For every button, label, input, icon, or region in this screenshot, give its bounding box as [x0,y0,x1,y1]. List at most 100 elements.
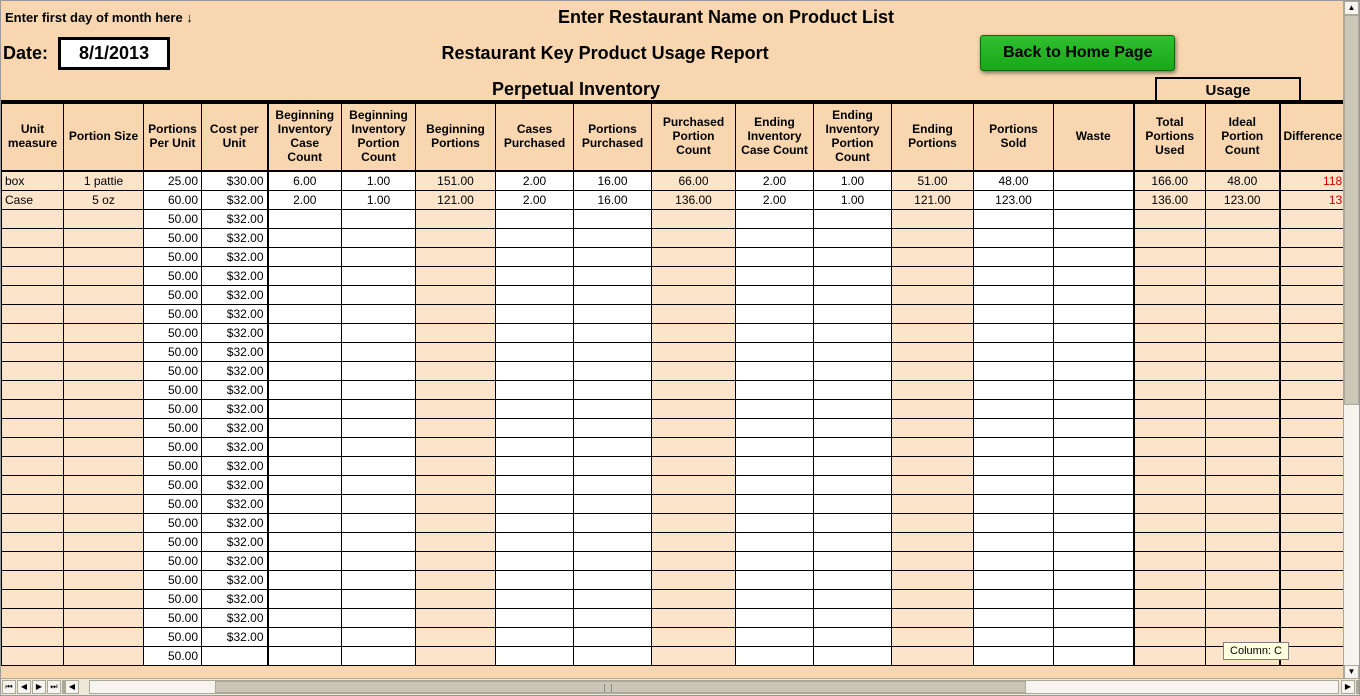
cell-end_inv_case[interactable]: 2.00 [736,171,814,190]
cell-difference[interactable] [1280,437,1346,456]
cell-portions_sold[interactable] [974,361,1054,380]
cell-end_inv_portion[interactable] [814,418,892,437]
cell-portions_per_unit[interactable]: 50.00 [144,418,202,437]
cell-unit_measure[interactable]: Case [2,190,64,209]
cell-unit_measure[interactable] [2,494,64,513]
cell-beg_portions[interactable] [416,285,496,304]
cell-beg_inv_case[interactable]: 6.00 [268,171,342,190]
cell-cases_purchased[interactable] [496,437,574,456]
cell-total_portions_used[interactable] [1134,494,1206,513]
cell-unit_measure[interactable] [2,380,64,399]
cell-cost_per_unit[interactable]: $32.00 [202,304,268,323]
cell-cost_per_unit[interactable]: $32.00 [202,608,268,627]
cell-unit_measure[interactable] [2,456,64,475]
cell-unit_measure[interactable] [2,532,64,551]
cell-beg_portions[interactable] [416,475,496,494]
cell-total_portions_used[interactable] [1134,589,1206,608]
vertical-scrollbar[interactable]: ▲ ▼ [1343,1,1359,678]
cell-portion_size[interactable] [64,380,144,399]
cell-beg_inv_portion[interactable] [342,532,416,551]
table-row[interactable]: 50.00$32.00 [2,627,1346,646]
cell-ideal_portion_count[interactable] [1206,342,1280,361]
cell-end_inv_portion[interactable]: 1.00 [814,171,892,190]
cell-beg_portions[interactable] [416,494,496,513]
cell-end_inv_portion[interactable] [814,551,892,570]
cell-beg_inv_portion[interactable] [342,437,416,456]
hscroll-thumb[interactable] [215,681,1026,693]
cell-ideal_portion_count[interactable] [1206,475,1280,494]
cell-end_inv_portion[interactable] [814,247,892,266]
cell-beg_inv_case[interactable] [268,304,342,323]
cell-portions_per_unit[interactable]: 50.00 [144,456,202,475]
cell-purch_portion_count[interactable] [652,399,736,418]
cell-ideal_portion_count[interactable] [1206,285,1280,304]
cell-portions_sold[interactable]: 123.00 [974,190,1054,209]
cell-beg_inv_portion[interactable] [342,304,416,323]
col-header-portions_per_unit[interactable]: Portions Per Unit [144,103,202,171]
cell-purch_portion_count[interactable] [652,228,736,247]
cell-portions_purchased[interactable] [574,228,652,247]
cell-purch_portion_count[interactable] [652,418,736,437]
cell-portions_purchased[interactable] [574,513,652,532]
hscroll-right-button[interactable]: ▶ [1341,680,1355,694]
cell-portion_size[interactable] [64,304,144,323]
cell-beg_inv_portion[interactable] [342,209,416,228]
sheet-nav-last[interactable]: ⏭ [47,680,61,694]
cell-cost_per_unit[interactable]: $32.00 [202,570,268,589]
cell-total_portions_used[interactable] [1134,247,1206,266]
cell-portions_sold[interactable] [974,570,1054,589]
col-header-portion_size[interactable]: Portion Size [64,103,144,171]
table-row[interactable]: box1 pattie25.00$30.006.001.00151.002.00… [2,171,1346,190]
cell-purch_portion_count[interactable] [652,475,736,494]
grid-scroll[interactable]: Unit measurePortion SizePortions Per Uni… [1,102,1359,666]
cell-cost_per_unit[interactable]: $32.00 [202,342,268,361]
cell-portion_size[interactable] [64,513,144,532]
cell-waste[interactable] [1054,494,1134,513]
cell-portion_size[interactable] [64,532,144,551]
cell-unit_measure[interactable] [2,589,64,608]
cell-portions_sold[interactable] [974,380,1054,399]
col-header-total_portions_used[interactable]: Total Portions Used [1134,103,1206,171]
cell-total_portions_used[interactable] [1134,323,1206,342]
cell-difference[interactable] [1280,285,1346,304]
col-header-difference[interactable]: Difference [1280,103,1346,171]
table-row[interactable]: 50.00$32.00 [2,399,1346,418]
cell-total_portions_used[interactable] [1134,266,1206,285]
cell-end_inv_portion[interactable] [814,342,892,361]
cell-beg_inv_portion[interactable] [342,380,416,399]
cell-portions_purchased[interactable] [574,285,652,304]
cell-end_inv_case[interactable] [736,247,814,266]
cell-portions_purchased[interactable] [574,646,652,665]
cell-ideal_portion_count[interactable] [1206,304,1280,323]
cell-portions_sold[interactable] [974,399,1054,418]
cell-unit_measure[interactable] [2,513,64,532]
cell-total_portions_used[interactable] [1134,456,1206,475]
cell-difference[interactable]: 13 [1280,190,1346,209]
cell-beg_inv_case[interactable] [268,380,342,399]
col-header-beg_inv_portion[interactable]: Beginning Inventory Portion Count [342,103,416,171]
cell-waste[interactable] [1054,627,1134,646]
cell-cost_per_unit[interactable]: $32.00 [202,190,268,209]
cell-unit_measure[interactable] [2,551,64,570]
cell-beg_inv_case[interactable] [268,475,342,494]
cell-portions_per_unit[interactable]: 50.00 [144,646,202,665]
cell-waste[interactable] [1054,437,1134,456]
cell-portions_per_unit[interactable]: 50.00 [144,342,202,361]
cell-portion_size[interactable] [64,418,144,437]
cell-portions_per_unit[interactable]: 50.00 [144,228,202,247]
cell-unit_measure[interactable] [2,228,64,247]
cell-beg_portions[interactable] [416,361,496,380]
cell-beg_inv_portion[interactable] [342,608,416,627]
cell-portion_size[interactable] [64,399,144,418]
cell-end_portions[interactable] [892,342,974,361]
cell-beg_portions[interactable] [416,304,496,323]
cell-end_inv_case[interactable] [736,361,814,380]
cell-beg_portions[interactable] [416,646,496,665]
cell-beg_inv_portion[interactable]: 1.00 [342,190,416,209]
col-header-end_portions[interactable]: Ending Portions [892,103,974,171]
cell-end_inv_portion[interactable]: 1.00 [814,190,892,209]
cell-unit_measure[interactable] [2,209,64,228]
cell-difference[interactable] [1280,380,1346,399]
cell-end_inv_portion[interactable] [814,285,892,304]
cell-end_inv_portion[interactable] [814,475,892,494]
